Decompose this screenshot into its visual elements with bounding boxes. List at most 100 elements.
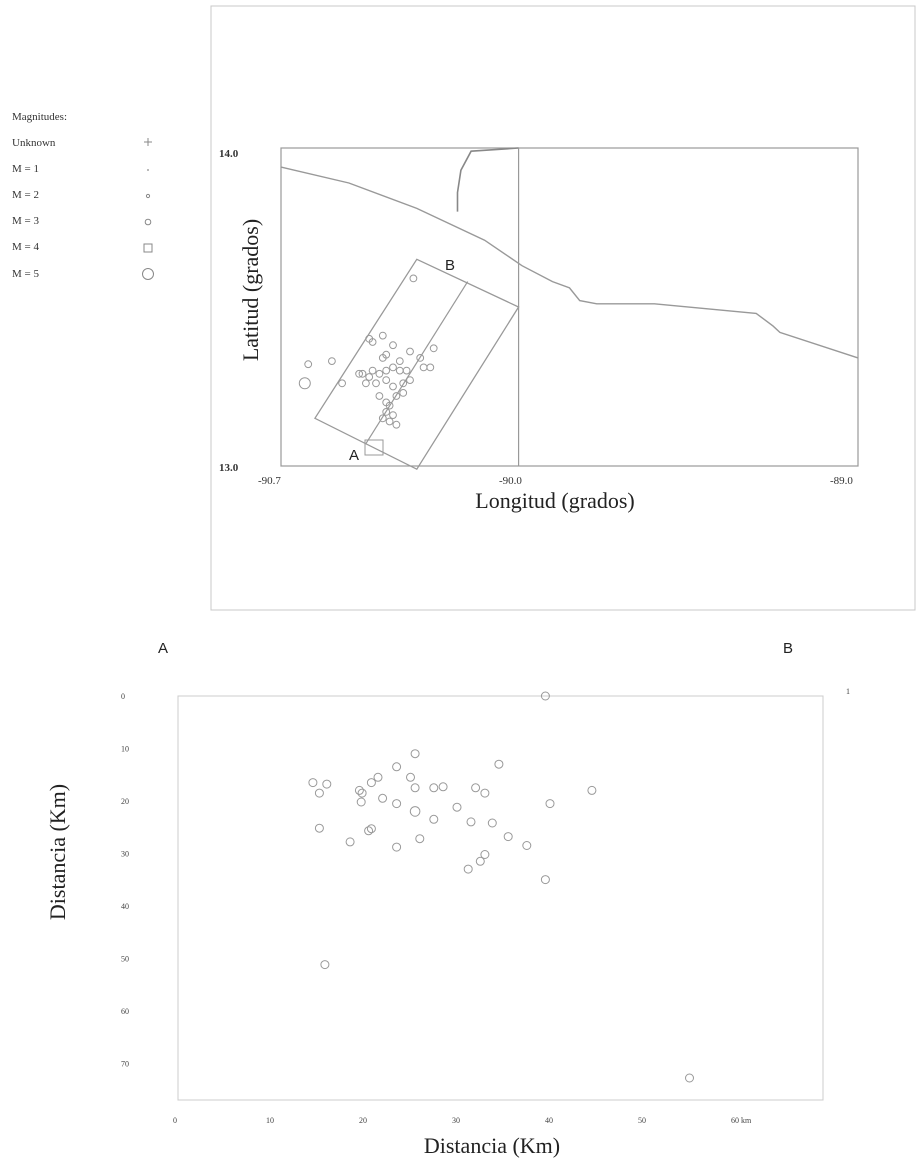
map-event-42 [304,360,313,369]
section-event-29 [366,824,376,834]
section-event-8 [373,772,383,782]
map-event-37 [365,334,374,343]
map-event-10 [426,363,435,372]
section-event-35 [522,841,532,850]
map-x-tick-east: -89.0 [830,475,853,487]
map-event-20 [372,379,380,388]
section-event-27 [587,785,597,795]
legend-symbol-small-dot [145,193,151,199]
map-event-41 [298,377,311,390]
legend-label-unknown: Unknown [12,137,56,149]
section-event-39 [540,875,550,885]
map-event-14 [368,366,377,375]
section-event-13 [378,793,388,803]
section-event-25 [487,818,497,828]
map-event-11 [382,366,391,375]
legend-symbol-circle [144,218,152,226]
section-event-26 [545,799,555,809]
section-event-5 [308,778,318,788]
section-event-30 [364,826,374,836]
profile-origin-marker [364,439,384,456]
legend-symbol-cross [144,138,152,146]
section-event-37 [475,856,485,866]
section-event-38 [463,864,473,874]
map-y-axis-title: Latitud (grados) [238,219,263,361]
section-event-36 [480,850,490,859]
map-y-tick-14: 14.0 [219,148,239,160]
section-y-tick-30: 30 [121,849,129,858]
map-event-29 [389,411,397,420]
section-y-axis-title: Distancia (Km) [45,784,70,920]
section-x-axis-title: Distancia (Km) [424,1133,560,1158]
section-event-22 [409,806,421,817]
map-event-31 [385,417,394,426]
map-event-22 [389,382,397,391]
section-event-34 [392,842,402,852]
map-event-28 [382,408,391,416]
map-event-34 [338,379,347,388]
section-y-tick-0: 0 [121,692,125,701]
profile-line [365,281,469,445]
section-event-9 [406,772,415,782]
legend-symbol-square [143,243,153,253]
section-event-19 [471,783,481,793]
section-event-11 [354,785,364,795]
map-event-30 [378,414,387,423]
section-y-tick-50: 50 [121,954,129,963]
section-event-17 [438,782,448,792]
section-events [308,691,694,1083]
map-event-25 [392,392,401,400]
legend-label-m4: M = 4 [12,241,39,253]
section-corner-mark: 1 [846,687,850,696]
section-event-4 [392,762,402,772]
section-event-12 [357,788,367,798]
legend: Magnitudes: Unknown M = 1 M = 2 M = 3 M … [12,111,154,280]
section-y-tick-40: 40 [121,902,129,911]
map-event-6 [395,357,404,366]
map-event-19 [406,376,414,385]
section-event-28 [314,823,324,833]
border-line [456,147,519,212]
map-event-32 [392,420,401,429]
section-event-41 [685,1073,694,1083]
map-panel-frame [210,5,916,611]
legend-symbol-dot [147,169,149,171]
section-event-7 [314,788,324,798]
section-event-2 [410,749,420,759]
map-event-9 [419,363,428,372]
map-x-tick-mid: -90.0 [499,475,522,487]
map-event-2 [378,331,387,340]
map-y-tick-13: 13.0 [219,462,239,474]
legend-label-m3: M = 3 [12,215,39,227]
legend-label-m1: M = 1 [12,163,39,175]
map-event-23 [399,389,408,397]
section-chart: A B 1 0 10 20 30 40 50 60 70 0 10 20 30 40 50 60 km D… [45,640,850,1158]
map-x-axis-title: Longitud (grados) [475,488,634,513]
section-event-16 [410,783,420,793]
section-x-tick-40: 40 [545,1116,553,1125]
legend-title: Magnitudes: [12,111,67,123]
map-event-17 [382,376,391,385]
section-event-14 [356,797,366,807]
map-event-40 [389,341,397,350]
legend-symbol-large-circle [142,268,154,280]
section-label-b: B [783,640,793,657]
section-x-tick-50: 50 [638,1116,646,1125]
map-plot-frame [280,147,859,467]
coastline [280,166,859,359]
section-event-3 [494,759,504,769]
section-event-31 [415,834,425,844]
section-event-15 [392,799,402,809]
map-x-tick-west: -90.7 [258,475,281,487]
section-x-tick-0: 0 [173,1116,177,1125]
section-event-18 [429,783,439,793]
map-label-a: A [349,447,359,464]
map-event-33 [355,369,364,378]
section-y-tick-20: 20 [121,797,129,806]
section-event-1 [540,691,550,701]
section-event-40 [320,960,330,970]
map-chart: A B 14.0 13.0 -90.7 -90.0 -89.0 Longitud… [219,147,859,513]
section-y-ticks: 0 10 20 30 40 50 60 70 [121,692,129,1068]
section-event-20 [480,788,490,798]
